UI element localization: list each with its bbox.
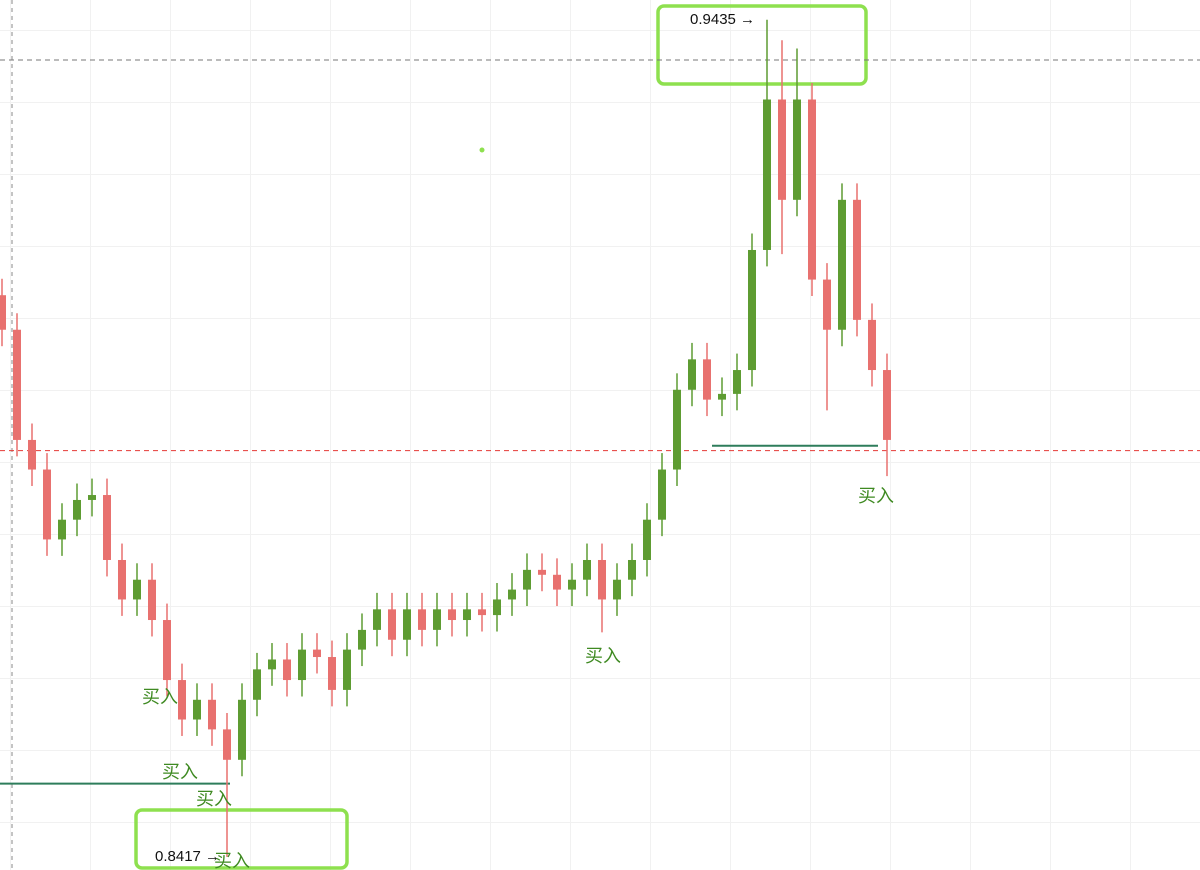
candle-body (358, 629, 366, 650)
candle-body (373, 609, 381, 630)
candle-body (238, 699, 246, 760)
candle-body (598, 559, 606, 600)
candle-body (493, 599, 501, 616)
candle-body (58, 519, 66, 540)
candle-body (283, 659, 291, 681)
candle-body (793, 99, 801, 200)
candle-body (838, 199, 846, 330)
price-annotation: 0.9435 → (690, 11, 755, 28)
candle-body (523, 569, 531, 590)
candle-body (268, 659, 276, 670)
candle-body (613, 579, 621, 600)
candle-body (13, 329, 21, 440)
candle-body (253, 669, 261, 700)
buy-signal: 买入 (214, 851, 250, 870)
candle-body (433, 609, 441, 630)
candle-body (703, 359, 711, 400)
candle-body (508, 589, 516, 600)
candle-body (583, 559, 591, 580)
buy-signal: 买入 (585, 646, 621, 666)
candle-body (643, 519, 651, 560)
price-annotation: 0.8417 → (155, 848, 220, 865)
candle-body (133, 579, 141, 600)
candle-body (448, 609, 456, 621)
candle-body (298, 649, 306, 681)
candle-body (328, 657, 336, 690)
candle-body (343, 649, 351, 690)
candle-body (688, 359, 696, 390)
candle-body (418, 609, 426, 630)
candle-body (883, 370, 891, 440)
candle-body (178, 680, 186, 720)
candle-body (463, 609, 471, 621)
buy-signal: 买入 (858, 486, 894, 506)
candle-body (163, 620, 171, 681)
candle-body (538, 569, 546, 575)
candle-body (778, 99, 786, 200)
candle-body (553, 574, 561, 590)
candle-body (478, 609, 486, 616)
buy-signal: 买入 (162, 762, 198, 782)
candle-body (718, 393, 726, 400)
buy-signal: 买入 (196, 789, 232, 809)
candle-body (763, 99, 771, 250)
highlight-box (134, 808, 349, 870)
candle-body (313, 649, 321, 658)
candle-body (808, 99, 816, 280)
candle-body (88, 495, 96, 500)
candle-body (0, 295, 6, 330)
candle-body (673, 389, 681, 470)
candle-body (193, 699, 201, 720)
dot (479, 147, 485, 153)
candle-body (823, 279, 831, 330)
candle-body (658, 469, 666, 520)
candle-body (43, 469, 51, 540)
highlight-box (656, 4, 868, 86)
candle-body (118, 559, 126, 600)
candle-body (628, 559, 636, 580)
candle-body (868, 319, 876, 371)
candle-body (223, 729, 231, 760)
candle-body (853, 199, 861, 320)
candle-body (148, 579, 156, 621)
candle-body (388, 609, 396, 640)
candle-body (73, 499, 81, 520)
buy-signal: 买入 (142, 687, 178, 707)
candle-body (568, 579, 576, 590)
candle-body (208, 699, 216, 730)
candle-body (103, 495, 111, 560)
candle-body (403, 609, 411, 640)
candle-body (28, 439, 36, 470)
candle-body (733, 370, 741, 394)
candle-body (748, 249, 756, 371)
